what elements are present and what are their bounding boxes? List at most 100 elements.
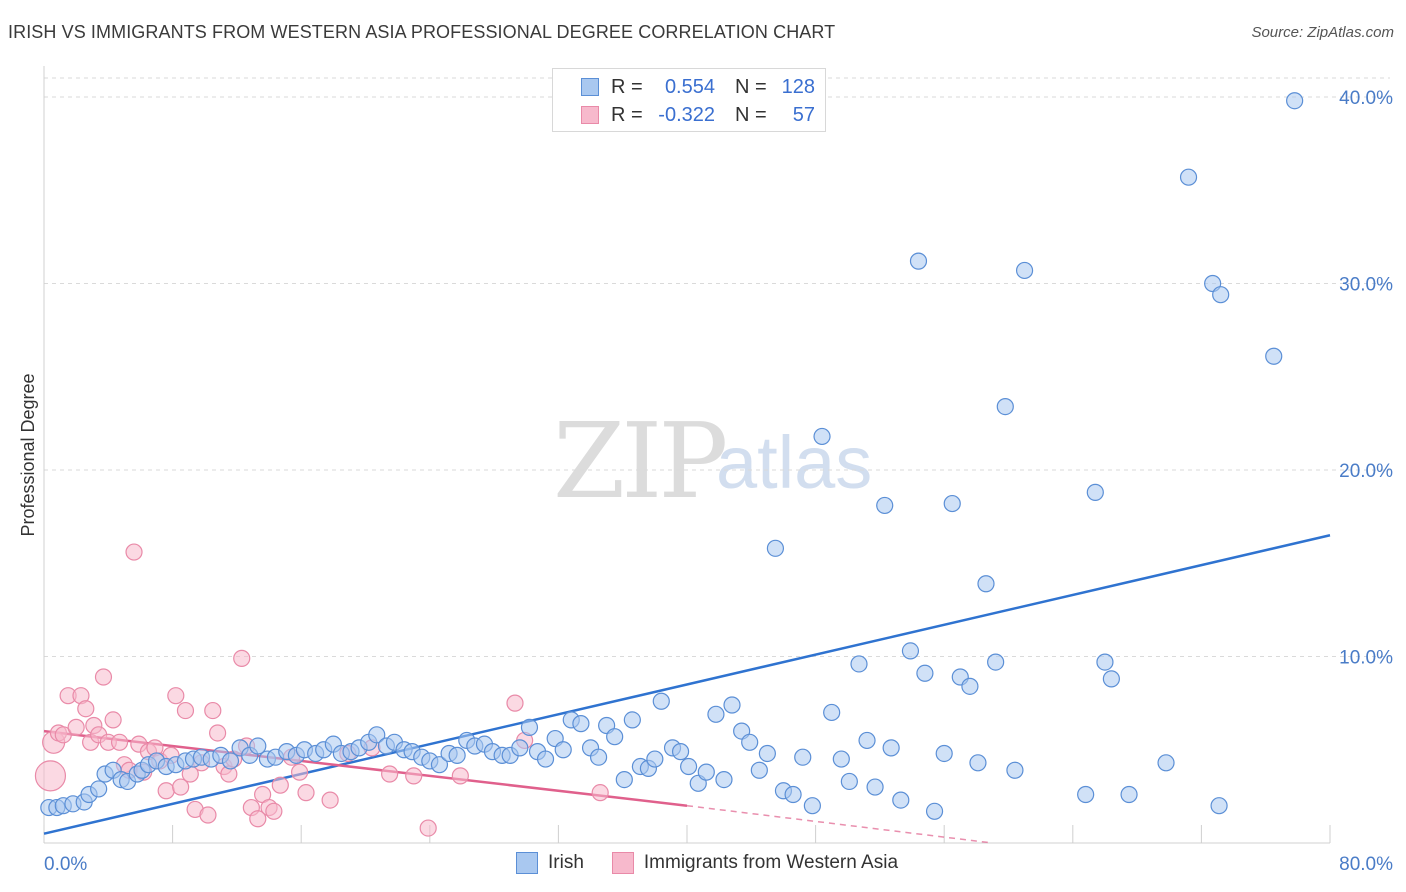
series-legend: Irish Immigrants from Western Asia <box>516 852 926 874</box>
point-irish <box>996 397 1014 416</box>
point-irish <box>715 770 733 789</box>
point-western-asia <box>77 700 95 718</box>
chart-title: IRISH VS IMMIGRANTS FROM WESTERN ASIA PR… <box>8 22 836 42</box>
point-irish <box>987 653 1005 671</box>
point-western-asia <box>157 782 175 800</box>
point-irish <box>794 748 812 766</box>
point-irish <box>909 252 928 270</box>
point-irish <box>766 539 785 557</box>
point-irish <box>977 575 995 593</box>
point-irish <box>680 757 698 776</box>
point-irish <box>925 802 944 820</box>
legend-r-label: R = <box>611 103 643 126</box>
point-irish <box>741 733 759 751</box>
point-western-asia <box>104 711 122 729</box>
point-western-asia <box>67 718 85 736</box>
point-western-asia <box>54 726 72 744</box>
point-western-asia <box>265 802 283 820</box>
y-tick-label: 20.0% <box>1339 461 1393 482</box>
legend-n-value-western-asia: 57 <box>792 103 815 126</box>
point-irish <box>1086 483 1104 501</box>
legend-r-value-irish: 0.554 <box>664 75 715 98</box>
point-western-asia <box>125 543 143 561</box>
point-irish <box>784 785 802 804</box>
point-irish <box>1179 168 1198 186</box>
watermark-zip: ZIP <box>553 400 728 522</box>
point-irish <box>858 731 876 750</box>
legend-swatch-western-asia <box>611 852 634 874</box>
point-irish <box>916 664 934 682</box>
point-irish <box>1015 261 1034 280</box>
point-western-asia <box>506 694 524 712</box>
point-irish <box>758 744 776 763</box>
tick-labels: 10.0% 20.0% 30.0% 40.0% 0.0% 80.0% Professiona… <box>18 88 1393 875</box>
points-immigrants-western-asia <box>34 543 609 837</box>
point-irish <box>750 761 768 779</box>
x-tick-label: 0.0% <box>44 854 87 875</box>
point-western-asia <box>249 810 267 828</box>
point-irish <box>866 778 884 796</box>
point-irish <box>1077 785 1095 804</box>
y-tick-label: 30.0% <box>1339 275 1393 296</box>
point-western-asia <box>591 784 609 802</box>
trend-line-irish <box>43 534 1331 835</box>
y-tick-label: 10.0% <box>1339 648 1393 669</box>
point-irish <box>697 763 715 781</box>
point-irish <box>1096 653 1114 671</box>
point-irish <box>646 750 664 768</box>
point-irish <box>430 756 449 774</box>
point-western-asia <box>233 649 251 667</box>
point-western-asia <box>405 767 423 785</box>
point-western-asia <box>110 733 129 751</box>
legend-row-irish: R = 0.554 N = 128 <box>553 73 815 101</box>
point-western-asia <box>451 767 469 785</box>
point-irish <box>823 703 841 722</box>
legend-swatch-irish <box>581 78 599 96</box>
point-irish <box>520 718 539 736</box>
axes <box>43 66 1331 844</box>
source-label: Source: ZipAtlas.com <box>1251 24 1394 41</box>
point-irish <box>876 496 894 515</box>
legend-row-western-asia: R = -0.322 N = 57 <box>553 101 815 129</box>
legend-n-label: N = <box>735 75 767 98</box>
point-western-asia <box>297 784 315 802</box>
point-western-asia <box>381 765 399 783</box>
point-western-asia <box>34 760 67 792</box>
point-irish <box>536 750 555 768</box>
point-western-asia <box>172 778 190 796</box>
point-irish <box>969 754 987 772</box>
point-irish <box>589 748 608 766</box>
legend-swatch-western-asia <box>581 106 599 124</box>
legend-item-irish: Irish <box>516 852 584 874</box>
point-irish <box>511 739 529 757</box>
point-irish <box>961 677 979 695</box>
point-western-asia <box>204 701 222 720</box>
legend-label-irish: Irish <box>548 852 584 873</box>
legend-r-value-western-asia: -0.322 <box>658 103 715 126</box>
point-irish <box>606 728 624 746</box>
point-irish <box>840 772 858 791</box>
y-axis-label: Professional Degree <box>18 373 38 536</box>
point-irish <box>623 711 641 729</box>
point-irish <box>1120 785 1138 804</box>
point-irish <box>707 705 725 723</box>
point-irish <box>368 726 386 744</box>
point-western-asia <box>94 668 113 686</box>
point-irish <box>1006 761 1024 779</box>
point-irish <box>803 797 821 815</box>
legend-swatch-irish <box>516 852 538 874</box>
point-irish <box>221 752 240 770</box>
point-irish <box>249 737 267 755</box>
point-western-asia <box>199 806 217 824</box>
legend-n-label: N = <box>735 103 767 126</box>
point-irish <box>1157 754 1175 772</box>
point-irish <box>1265 347 1283 365</box>
y-tick-label: 40.0% <box>1339 88 1393 109</box>
point-western-asia <box>176 701 195 720</box>
legend-n-value-irish: 128 <box>781 75 815 98</box>
legend-label-western-asia: Immigrants from Western Asia <box>643 852 899 873</box>
point-irish <box>671 743 690 761</box>
point-western-asia <box>419 819 437 837</box>
point-irish <box>554 741 572 759</box>
